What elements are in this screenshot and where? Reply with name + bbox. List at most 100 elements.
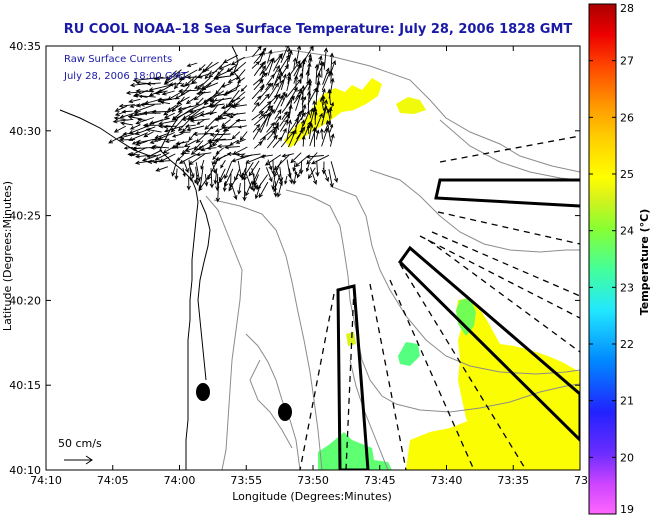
current-vector xyxy=(146,81,161,86)
current-vector xyxy=(129,124,141,130)
current-vector xyxy=(322,167,329,183)
inset-line-2: July 28, 2006 18:00 GMT xyxy=(63,71,188,82)
current-vector xyxy=(184,146,197,152)
plot-area: Raw Surface Currents July 28, 2006 18:00… xyxy=(46,46,580,470)
x-tick-label: 73:55 xyxy=(230,474,262,487)
current-vector xyxy=(232,146,248,155)
current-vector xyxy=(278,71,284,84)
current-vector xyxy=(154,90,168,95)
current-vector xyxy=(178,88,199,94)
current-vector xyxy=(227,76,239,83)
current-vector xyxy=(321,88,326,100)
current-vector xyxy=(245,173,253,191)
current-vector xyxy=(314,87,319,106)
current-vector xyxy=(310,167,318,185)
current-vector xyxy=(209,132,231,137)
current-vector xyxy=(114,105,127,112)
current-vector xyxy=(286,159,292,179)
colorbar-tick-label: 19 xyxy=(620,503,634,516)
current-vector xyxy=(192,131,213,137)
current-vector xyxy=(327,88,332,106)
current-vector xyxy=(195,91,211,96)
colorbar-tick-label: 22 xyxy=(620,338,634,351)
current-vector xyxy=(218,63,232,70)
current-vector xyxy=(274,109,282,120)
current-vector xyxy=(312,126,317,147)
current-vector xyxy=(209,125,219,129)
sst-patch-small-3 xyxy=(398,342,420,366)
current-vector xyxy=(245,181,253,197)
current-vector xyxy=(253,114,267,126)
current-vector xyxy=(301,135,306,147)
current-vector xyxy=(162,124,177,129)
current-vector xyxy=(225,112,246,118)
current-vector xyxy=(215,181,220,203)
current-vector xyxy=(132,77,156,83)
current-vector xyxy=(218,112,234,119)
current-vector xyxy=(179,82,198,88)
current-vector xyxy=(185,124,196,128)
current-vector xyxy=(228,91,246,107)
y-axis: 40:35 40:30 40:25 40:20 40:15 40:10 xyxy=(9,40,580,477)
current-vector xyxy=(305,154,324,159)
current-vector xyxy=(258,100,272,114)
current-vector xyxy=(251,85,265,100)
y-tick-label: 40:15 xyxy=(9,379,41,392)
current-vector xyxy=(296,168,302,179)
current-vector xyxy=(151,144,170,149)
x-tick-label: 73:35 xyxy=(497,474,529,487)
current-vector xyxy=(230,182,238,201)
box-south xyxy=(336,284,370,470)
current-vector xyxy=(174,145,184,149)
current-vector xyxy=(325,119,332,142)
x-axis-label: Longitude (Degrees:Minutes) xyxy=(232,490,392,503)
current-vector xyxy=(315,129,320,140)
current-vector xyxy=(222,54,239,63)
current-vector xyxy=(253,95,262,105)
current-vector xyxy=(189,167,195,179)
current-vector xyxy=(195,134,206,144)
current-vector xyxy=(293,128,304,146)
current-vector xyxy=(266,134,278,149)
current-vector xyxy=(267,159,273,171)
current-vector xyxy=(259,154,273,159)
current-vector xyxy=(319,128,324,140)
current-vector xyxy=(299,72,304,84)
current-vector xyxy=(224,161,233,180)
current-vector xyxy=(224,145,240,150)
current-vector xyxy=(266,73,275,86)
current-vector xyxy=(186,125,205,132)
current-vector xyxy=(108,133,127,144)
current-vector xyxy=(281,111,288,121)
current-vector xyxy=(221,82,231,88)
current-vector xyxy=(288,49,293,63)
current-vector xyxy=(286,119,292,141)
current-vector xyxy=(121,109,133,114)
x-tick-label: 74:00 xyxy=(164,474,196,487)
x-tick-label: 73:45 xyxy=(364,474,396,487)
current-vector xyxy=(326,108,332,126)
current-vector xyxy=(253,78,264,91)
current-vector xyxy=(182,167,186,178)
current-vector xyxy=(183,139,197,147)
current-vector xyxy=(171,133,182,138)
x-tick-label: 73:50 xyxy=(297,474,329,487)
current-vector xyxy=(330,161,339,183)
current-vector xyxy=(273,154,290,171)
current-vector xyxy=(195,162,201,182)
current-vector xyxy=(209,97,232,104)
sst-patch-small-1 xyxy=(396,97,426,114)
current-vector xyxy=(220,103,240,110)
current-vector xyxy=(272,136,283,148)
current-vector xyxy=(279,64,289,78)
current-vector xyxy=(194,174,199,184)
current-vector xyxy=(155,76,170,81)
x-tick-label: 74:10 xyxy=(30,474,62,487)
sst-patch-southeast-green xyxy=(456,298,476,336)
coastline xyxy=(159,46,241,470)
current-vector xyxy=(237,125,247,129)
current-vector xyxy=(307,167,316,180)
current-vector xyxy=(207,103,225,108)
current-vector xyxy=(267,57,275,76)
current-vector xyxy=(329,123,334,133)
